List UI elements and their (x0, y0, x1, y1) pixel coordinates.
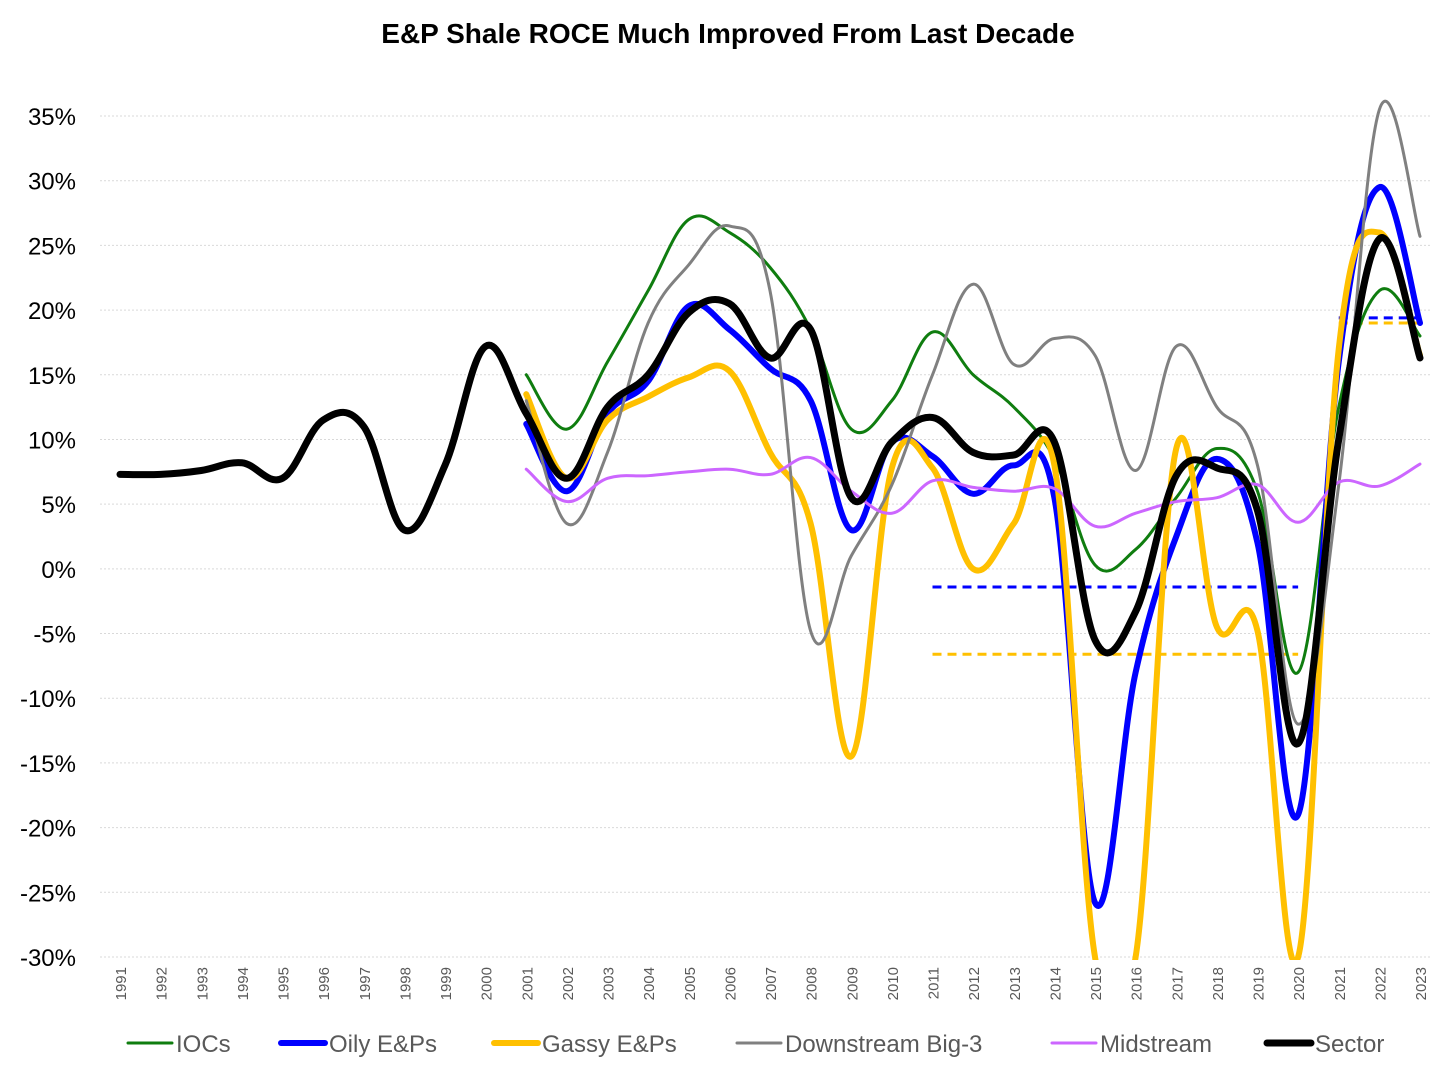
x-tick-label: 1991 (113, 967, 130, 1000)
x-tick-label: 2006 (722, 967, 739, 1000)
x-tick-label: 2014 (1047, 967, 1064, 1000)
x-tick-label: 1995 (276, 967, 293, 1000)
y-tick-label: -10% (20, 686, 76, 713)
series-line (524, 99, 1422, 726)
legend-label: Oily E&Ps (329, 1031, 437, 1058)
legend-label: Midstream (1100, 1031, 1212, 1058)
x-tick-label: 2004 (641, 967, 658, 1000)
x-tick-label: 2001 (519, 967, 536, 1000)
y-tick-label: 0% (41, 557, 76, 584)
chart-title: E&P Shale ROCE Much Improved From Last D… (381, 18, 1075, 49)
x-tick-label: 2015 (1088, 967, 1105, 1000)
x-tick-label: 2017 (1169, 967, 1186, 1000)
series-line (524, 455, 1422, 529)
x-tick-label: 2019 (1251, 967, 1268, 1000)
y-tick-label: -15% (20, 751, 76, 778)
y-tick-label: 25% (28, 233, 76, 260)
x-tick-label: 2000 (479, 967, 496, 1000)
y-tick-label: -25% (20, 880, 76, 907)
x-tick-label: 1994 (235, 967, 252, 1000)
y-tick-label: -5% (33, 622, 76, 649)
x-axis: 1991 1992 1993 1994 1995 1996 1997 1998 1999 2000… (113, 967, 1430, 1000)
y-tick-label: 15% (28, 363, 76, 390)
y-tick-label: 10% (28, 427, 76, 454)
x-tick-label: 2023 (1413, 967, 1430, 1000)
x-tick-label: 2005 (682, 967, 699, 1000)
x-tick-label: 2003 (601, 967, 618, 1000)
y-tick-label: 35% (28, 104, 76, 131)
x-tick-label: 2021 (1332, 967, 1349, 1000)
y-tick-label: 30% (28, 169, 76, 196)
x-tick-label: 2016 (1129, 967, 1146, 1000)
x-tick-label: 1992 (154, 967, 171, 1000)
x-tick-label: 2011 (926, 967, 943, 999)
x-tick-label: 2002 (560, 967, 577, 1000)
y-tick-label: -30% (20, 945, 76, 972)
legend-label: Downstream Big-3 (785, 1031, 982, 1058)
series-line (116, 234, 1424, 748)
legend: IOCs Oily E&Ps Gassy E&Ps Downstream Big-3 M… (126, 1031, 1384, 1058)
x-tick-label: 2010 (885, 967, 902, 1000)
series-lines (116, 99, 1424, 960)
legend-label: Gassy E&Ps (542, 1031, 677, 1058)
series-line (524, 214, 1422, 675)
grid (100, 115, 1432, 958)
legend-label: Sector (1315, 1031, 1384, 1058)
x-tick-label: 1996 (316, 967, 333, 1000)
x-tick-label: 2013 (1007, 967, 1024, 1000)
y-axis: 35% 30% 25% 20% 15% 10% 5% 0% -5% -10% -15% -20% -25… (20, 104, 76, 972)
x-tick-label: 2009 (844, 967, 861, 1000)
y-tick-label: 20% (28, 298, 76, 325)
x-tick-label: 1998 (397, 967, 414, 1000)
y-tick-label: 5% (41, 492, 76, 519)
series-line (523, 228, 1423, 960)
x-tick-label: 2008 (804, 967, 821, 1000)
x-tick-label: 1993 (194, 967, 211, 1000)
y-tick-label: -20% (20, 816, 76, 843)
x-tick-label: 2018 (1210, 967, 1227, 1000)
x-tick-label: 2007 (763, 967, 780, 1000)
x-tick-label: 2012 (966, 967, 983, 1000)
series-line (523, 184, 1423, 909)
reference-lines (932, 316, 1420, 656)
x-tick-label: 1997 (357, 967, 374, 1000)
legend-label: IOCs (176, 1031, 231, 1058)
x-tick-label: 1999 (438, 967, 455, 1000)
x-tick-label: 2022 (1372, 967, 1389, 1000)
x-tick-label: 2020 (1291, 967, 1308, 1000)
